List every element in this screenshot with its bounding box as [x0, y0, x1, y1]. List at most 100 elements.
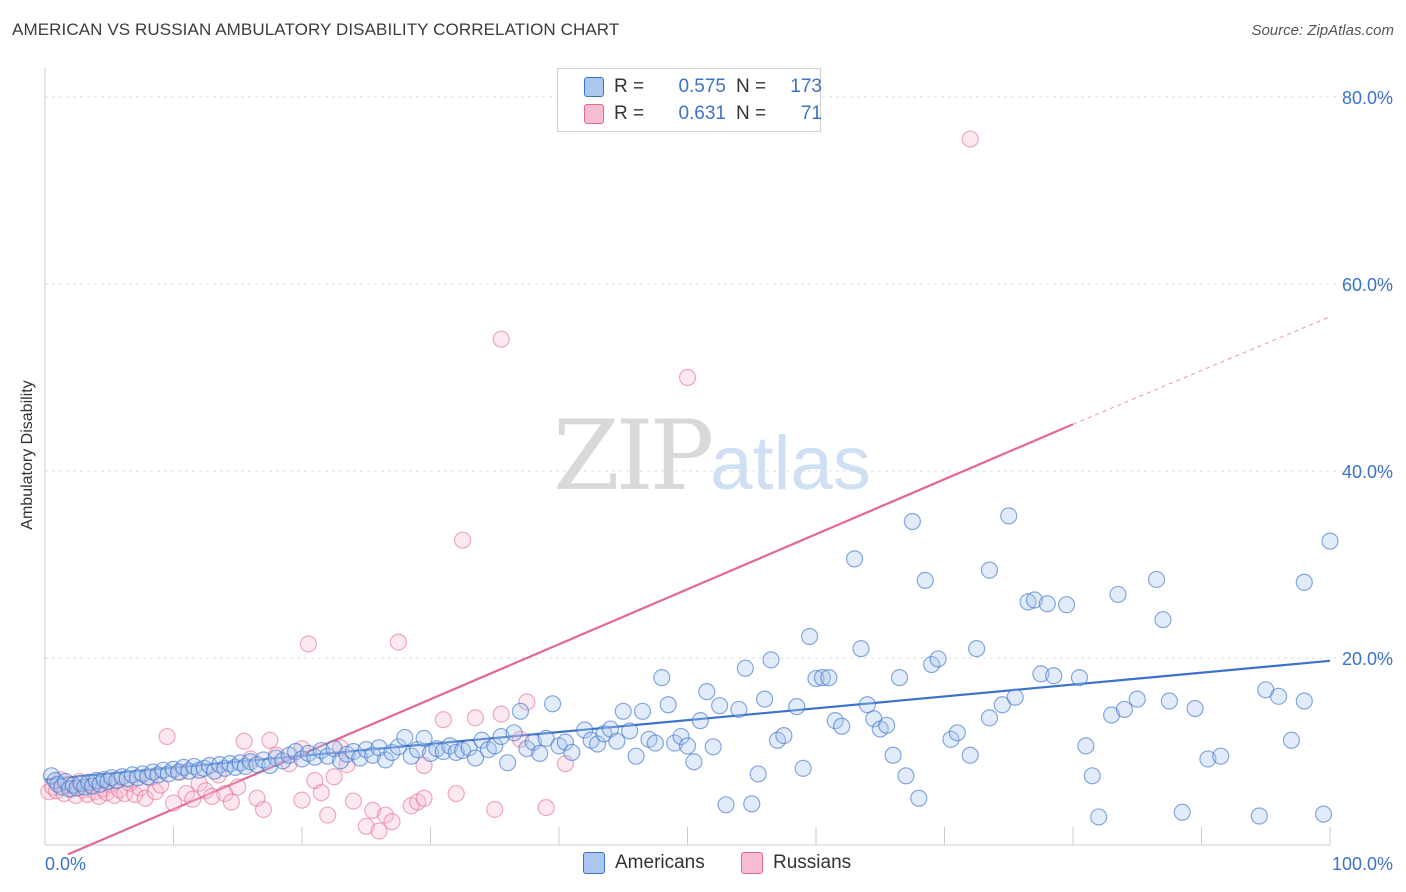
americans-point [858, 696, 877, 714]
americans-point [1173, 803, 1191, 821]
americans-point [1295, 692, 1313, 710]
americans-point [916, 571, 934, 589]
americans-point [1000, 507, 1018, 525]
americans-point [794, 759, 812, 777]
americans-point [492, 727, 510, 746]
y-tick-label: 20.0% [1342, 649, 1393, 669]
americans-point [588, 735, 607, 753]
americans-point [415, 729, 433, 748]
americans-point [1115, 700, 1134, 719]
russians-trend-extension [1072, 316, 1331, 425]
chart-title: AMERICAN VS RUSSIAN AMBULATORY DISABILIT… [12, 20, 620, 39]
americans-point [698, 683, 716, 701]
americans-point [813, 669, 832, 687]
y-tick-label: 60.0% [1342, 275, 1393, 295]
americans-point [980, 561, 999, 579]
americans-point [711, 697, 729, 715]
legend-r-value: 0.575 [678, 76, 726, 97]
americans-point [402, 747, 420, 765]
grid-lines [45, 96, 1392, 659]
legend-r-label: R = [614, 103, 645, 124]
russians-point [203, 787, 221, 805]
series-legend: Americans Russians [0, 852, 1406, 878]
americans-point [1282, 731, 1301, 749]
legend-n-value: 173 [790, 76, 822, 97]
russians-point [325, 768, 343, 786]
americans-point [717, 796, 735, 814]
americans-point [1090, 808, 1108, 826]
americans-point [1314, 805, 1333, 823]
russians-point [184, 790, 202, 808]
americans-legend-swatch [583, 852, 605, 874]
americans-point [1032, 665, 1050, 683]
americans-point [807, 669, 825, 688]
americans-point [1212, 747, 1230, 765]
americans-trend-line [44, 659, 1331, 781]
americans-point [852, 640, 870, 658]
americans-point [499, 754, 517, 772]
russians-point [299, 635, 318, 653]
americans-point [518, 740, 536, 758]
americans-point [646, 734, 664, 752]
americans-point [1128, 690, 1146, 708]
americans-point [820, 669, 838, 687]
americans-point [306, 748, 324, 766]
americans-point [1057, 596, 1076, 614]
americans-point [678, 737, 697, 755]
americans-point [884, 746, 902, 764]
americans-point [466, 749, 485, 767]
russians-swatch [584, 104, 604, 124]
russians-point [518, 693, 536, 711]
russians-point [364, 801, 382, 820]
russians-point [222, 793, 240, 811]
tick-labels: 20.0% 40.0% 60.0% 80.0% 0.0% 100.0% [45, 88, 1393, 874]
americans-point [633, 702, 652, 720]
americans-point [800, 627, 819, 646]
americans-point [1250, 807, 1268, 825]
legend-item-russians[interactable]: Russians [741, 852, 851, 874]
americans-point [691, 712, 709, 730]
americans-point [556, 733, 575, 751]
russians-point [158, 727, 176, 746]
legend-item-americans[interactable]: Americans [583, 852, 705, 874]
americans-point [736, 659, 754, 677]
americans-point [441, 737, 459, 755]
americans-point [1295, 573, 1313, 591]
y-tick-label: 40.0% [1342, 462, 1393, 482]
americans-point [447, 743, 465, 762]
russians-point [389, 633, 407, 651]
americans-point [576, 721, 594, 739]
russians-point [376, 806, 395, 824]
x-tick-label: 0.0% [45, 854, 86, 874]
americans-point [749, 765, 767, 783]
x-tick-label: 100.0% [1332, 854, 1393, 874]
americans-point [942, 730, 960, 748]
americans-point [890, 669, 909, 687]
americans-point [1038, 595, 1056, 613]
americans-point [910, 789, 928, 807]
russians-trend [67, 316, 1331, 856]
y-tick-label: 80.0% [1342, 88, 1393, 108]
russians-point [511, 730, 530, 748]
americans-point [659, 696, 677, 714]
russians-point [961, 130, 979, 148]
americans-point [531, 744, 549, 762]
russians-point [261, 731, 279, 749]
axes [44, 68, 1331, 846]
russians-point [357, 817, 375, 835]
americans-point [685, 753, 703, 771]
americans-point [903, 512, 921, 531]
russians-point [537, 798, 555, 817]
americans-point [1154, 611, 1172, 629]
americans-point [389, 738, 407, 756]
russians-point [293, 791, 311, 809]
americans-point [486, 737, 504, 755]
legend-r-label: R = [614, 76, 645, 97]
russians-legend-swatch [741, 852, 763, 874]
legend-r-value: 0.631 [678, 103, 726, 124]
russians-point [319, 806, 337, 824]
americans-point [1025, 591, 1044, 609]
russians-point [254, 800, 273, 819]
americans-point [1070, 669, 1089, 687]
